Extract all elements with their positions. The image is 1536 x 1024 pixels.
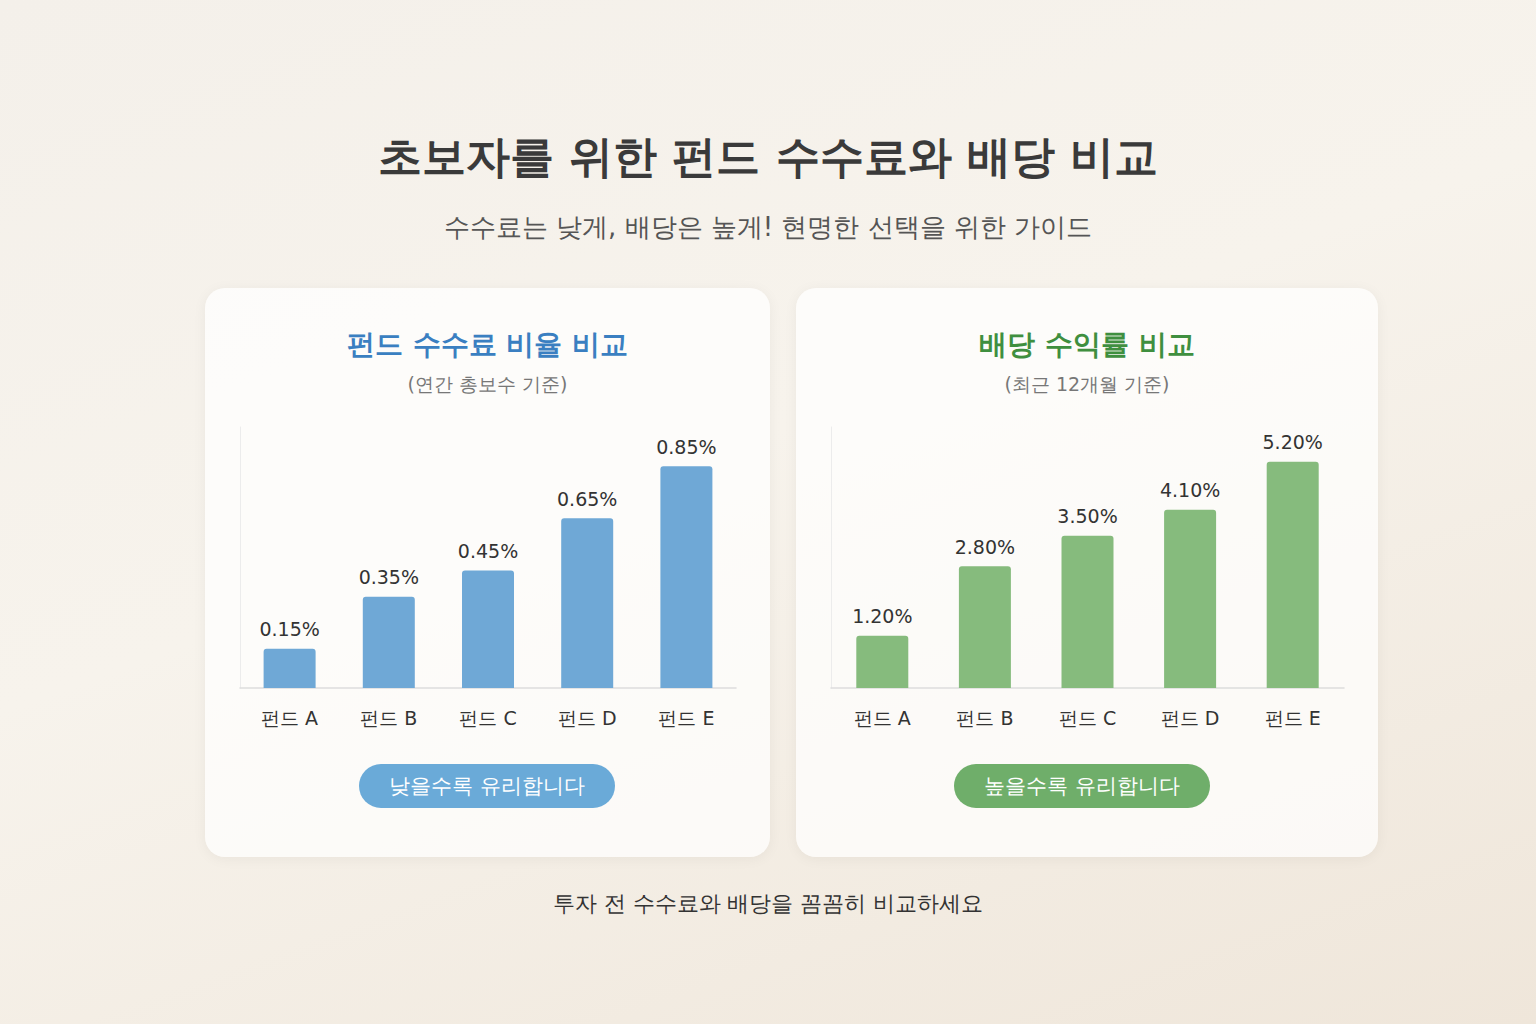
svg-text:2.80%: 2.80% [955,536,1015,558]
svg-text:펀드 A: 펀드 A [261,707,318,729]
svg-text:펀드 E: 펀드 E [1265,707,1321,729]
svg-text:펀드 B: 펀드 B [956,707,1013,729]
svg-text:0.35%: 0.35% [359,566,419,588]
html-text:펀드 수수료 비율 비교: 펀드 수수료 비율 비교 [346,328,629,361]
svg-text:0.85%: 0.85% [656,436,716,458]
html-text:낮을수록 유리합니다: 낮을수록 유리합니다 [389,774,585,798]
svg-text:0.45%: 0.45% [458,540,518,562]
svg-text:펀드 A: 펀드 A [854,707,911,729]
svg-text:펀드 E: 펀드 E [658,707,714,729]
html-text:수수료는 낮게, 배당은 높게! 현명한 선택을 위한 가이: 수수료는 낮게, 배당은 높게! 현명한 선택을 위한 가이드 [443,212,1093,242]
html-text:초보자를 위한 펀드 수수료와 배당 비교: 초보자를 위한 펀드 수수료와 배당 비교 [377,131,1159,182]
svg-text:펀드 D: 펀드 D [1161,707,1220,729]
html-text:(최근 12개월 기준): (최근 12개월 기준) [1004,373,1170,395]
svg-text:펀드 C: 펀드 C [1059,707,1116,729]
svg-text:펀드 C: 펀드 C [459,707,516,729]
svg-text:5.20%: 5.20% [1263,431,1323,453]
html-text:투자 전 수수료와 배당을 꼼꼼히 비교하세요: 투자 전 수수료와 배당을 꼼꼼히 비교하세요 [552,891,984,916]
svg-text:4.10%: 4.10% [1160,479,1220,501]
svg-text:0.15%: 0.15% [259,618,319,640]
svg-text:펀드 D: 펀드 D [558,707,617,729]
html-text:높을수록 유리합니다: 높을수록 유리합니다 [984,774,1180,798]
svg-text:0.65%: 0.65% [557,488,617,510]
svg-text:펀드 B: 펀드 B [360,707,417,729]
svg-text:3.50%: 3.50% [1057,505,1117,527]
html-text:(연간 총보수 기준): (연간 총보수 기준) [407,373,568,395]
html-text:배당 수익률 비교: 배당 수익률 비교 [979,328,1195,361]
svg-text:1.20%: 1.20% [852,605,912,627]
